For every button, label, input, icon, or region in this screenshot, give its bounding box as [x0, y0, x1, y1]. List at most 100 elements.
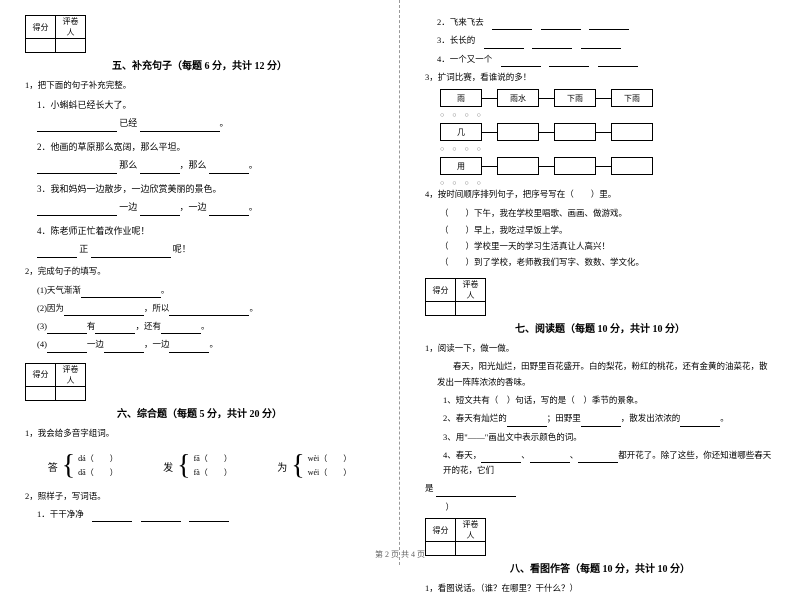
q5-2-1: (1)天气渐渐。: [37, 283, 374, 298]
text: 、: [570, 450, 579, 460]
q7-p3: 3、用"——"画出文中表示颜色的词。: [443, 430, 775, 445]
text: 1．小蝌蚪已经长大了。: [37, 96, 374, 114]
q5-2-2: (2)因为，所以。: [37, 301, 374, 316]
text: ）到了学校，老师教我们写字、数数、学文化。: [466, 257, 645, 267]
q5-2-3: (3)有，还有。: [37, 319, 374, 334]
q5-1-2: 2．他画的草原那么宽阔，那么平坦。 那么 ，那么 。: [37, 138, 374, 174]
paren: （: [440, 257, 449, 267]
word-box-empty: [554, 157, 596, 175]
q7-p1: 1、短文共有（ ）句话，写的是（ ）季节的景象。: [443, 393, 775, 408]
word-box: 几: [440, 123, 482, 141]
word-box: 雨水: [497, 89, 539, 107]
score-label: 得分: [26, 363, 56, 386]
word-box-empty: [554, 123, 596, 141]
q6-2-1: 1．干干净净: [37, 507, 374, 522]
char: 发: [163, 459, 173, 474]
text: 2．飞来飞去: [437, 17, 484, 27]
pinyin: dá（: [78, 454, 94, 463]
word-box: 雨: [440, 89, 482, 107]
section-7-title: 七、阅读题（每题 10 分，共计 10 分）: [425, 320, 775, 335]
paren: （: [440, 225, 449, 235]
close: ）: [343, 454, 351, 463]
q6-2: 2，照样子，写词语。: [25, 489, 374, 504]
text: 已经: [119, 118, 137, 128]
page-footer: 第 2 页 共 4 页: [0, 549, 800, 560]
section-6-title: 六、综合题（每题 5 分，共计 20 分）: [25, 405, 374, 420]
score-label: 得分: [426, 519, 456, 542]
text: ）学校里一天的学习生活真让人高兴！: [466, 241, 611, 251]
word-box-empty: [611, 157, 653, 175]
text: 正: [79, 244, 88, 254]
text: ）下午，我在学校里唱歌、画画、做游戏。: [466, 208, 628, 218]
pinyin: wèi（: [308, 454, 328, 463]
pinyin: fà（: [194, 468, 208, 477]
grader-label: 评卷人: [56, 16, 86, 39]
text: 呢！: [173, 244, 191, 254]
text: 4．一个又一个: [437, 54, 492, 64]
text: ）季节的景象。: [583, 395, 643, 405]
grader-label: 评卷人: [56, 363, 86, 386]
text: 3．我和妈妈一边散步，一边欣赏美丽的景色。: [37, 180, 374, 198]
q5-1: 1，把下面的句子补充完整。: [25, 78, 374, 93]
dots: ○○○○: [440, 111, 775, 119]
dots: ○○○○: [440, 145, 775, 153]
text: ）早上，我吃过早饭上学。: [466, 225, 568, 235]
score-label: 得分: [26, 16, 56, 39]
q7-p2: 2、春天有灿烂的；田野里，散发出浓浓的。: [443, 411, 775, 426]
box-row-3: 用: [440, 157, 775, 175]
text: ，散发出浓浓的: [621, 413, 681, 423]
text: 4、春天，: [443, 450, 481, 460]
paren: （: [440, 241, 449, 251]
q6-4-1: （ ）下午，我在学校里唱歌、画画、做游戏。: [440, 205, 775, 221]
text: (1)天气渐渐: [37, 285, 81, 295]
text: 1、短文共有（: [443, 395, 498, 405]
q5-2-4: (4)一边，一边。: [37, 337, 374, 352]
close: ）: [110, 468, 118, 477]
text: 2、春天有灿烂的: [443, 413, 507, 423]
pinyin: wéi（: [308, 468, 328, 477]
q6-4-2: （ ）早上，我吃过早饭上学。: [440, 222, 775, 238]
q6-2-4: 4．一个又一个: [437, 52, 775, 67]
word-box-empty: [497, 123, 539, 141]
close: ）: [224, 454, 232, 463]
pinyin: fā（: [194, 454, 208, 463]
q5-1-1: 1．小蝌蚪已经长大了。 已经 。: [37, 96, 374, 132]
text: ，所以: [144, 303, 170, 313]
char: 为: [277, 459, 287, 474]
q6-2-3: 3．长长的: [437, 33, 775, 48]
text: 那么: [119, 160, 137, 170]
text: ）句话，写的是（: [507, 395, 575, 405]
text: 1．干干净净: [37, 509, 84, 519]
passage: 春天，阳光灿烂，田野里百花盛开。白的梨花，粉红的桃花，还有金黄的油菜花，散发出一…: [437, 359, 775, 390]
box-row-1: 雨 雨水 下雨 下雨: [440, 89, 775, 107]
section-8-title: 八、看图作答（每题 10 分，共计 10 分）: [425, 560, 775, 575]
polyphonic-row: 答 { dá（ ） dā（ ） 发 { fā（ ） fà（ ） 为 { wèi（…: [25, 444, 374, 489]
q6-2-2: 2．飞来飞去: [437, 15, 775, 30]
grader-label: 评卷人: [456, 519, 486, 542]
q6-3: 3，扩词比赛，看谁说的多！: [425, 70, 775, 85]
text: 有: [87, 321, 96, 331]
text: 、: [521, 450, 530, 460]
q7-1: 1，阅读一下，做一做。: [425, 341, 775, 356]
word-box-empty: [611, 123, 653, 141]
word-box: 用: [440, 157, 482, 175]
close: ）: [446, 502, 455, 512]
text: ，还有: [135, 321, 161, 331]
word-box: 下雨: [554, 89, 596, 107]
text: ；田野里: [547, 413, 581, 423]
text: 2．他画的草原那么宽阔，那么平坦。: [37, 138, 374, 156]
score-box-7: 得分 评卷人: [425, 278, 775, 316]
text: (3): [37, 321, 47, 331]
pinyin: dā（: [78, 468, 94, 477]
text: 4．陈老师正忙着改作业呢！: [37, 222, 374, 240]
q5-1-4: 4．陈老师正忙着改作业呢！ 正 呢！: [37, 222, 374, 258]
text: 一边: [87, 339, 104, 349]
text: 一边: [119, 202, 137, 212]
box-row-2: 几: [440, 123, 775, 141]
q6-4-4: （ ）到了学校，老师教我们写字、数数、学文化。: [440, 254, 775, 270]
section-5-title: 五、补充句子（每题 6 分，共计 12 分）: [25, 57, 374, 72]
close: ）: [110, 454, 118, 463]
word-box-empty: [497, 157, 539, 175]
close: ）: [343, 468, 351, 477]
text: 是: [425, 483, 434, 493]
